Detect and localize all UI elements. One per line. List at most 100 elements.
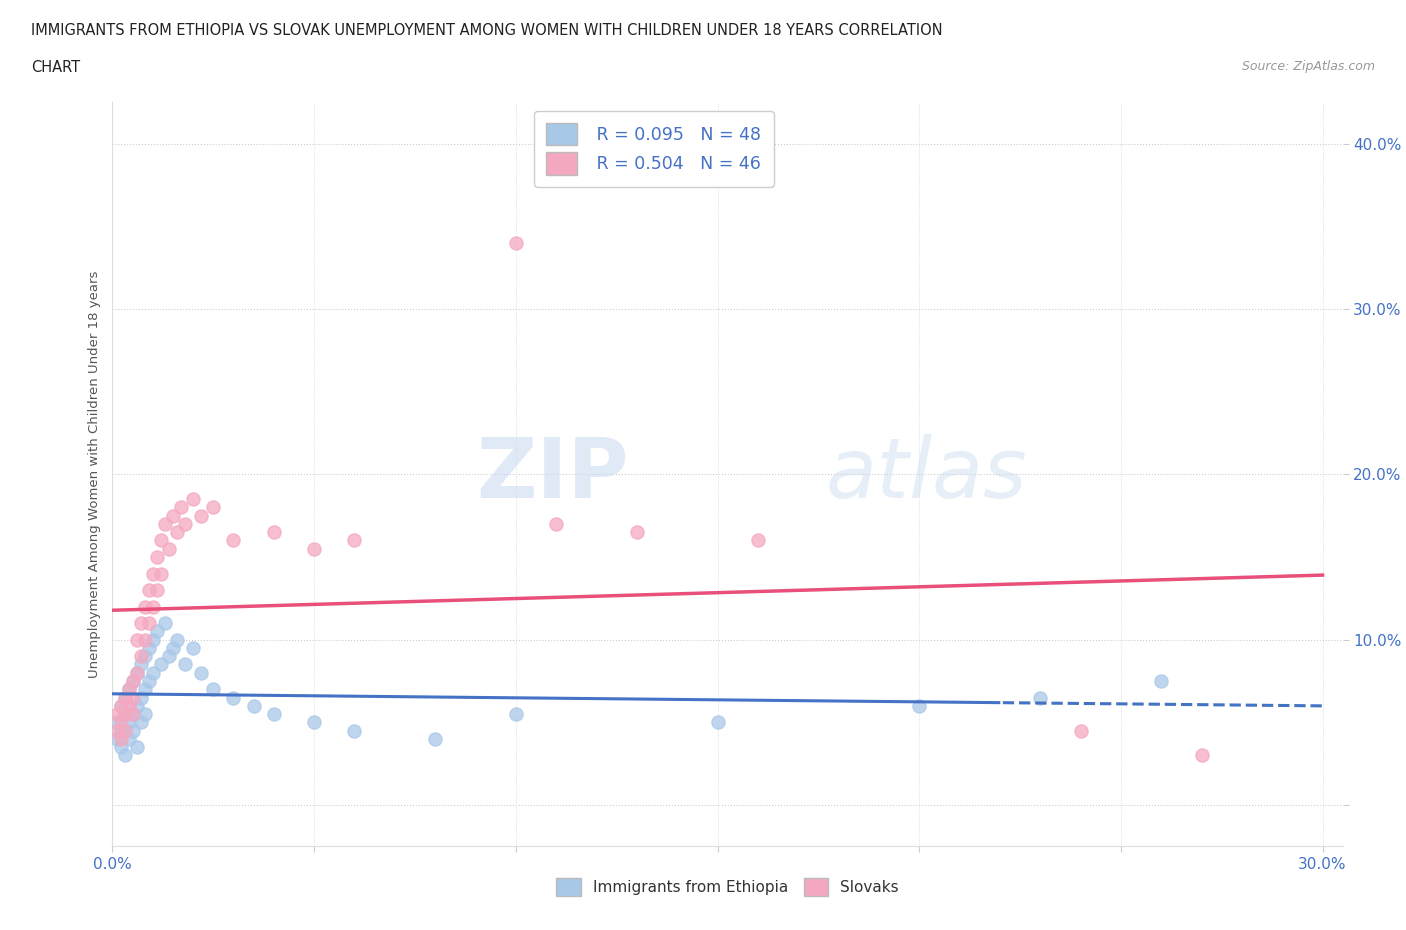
Point (105, 707, 128, 722)
Point (174, 657, 197, 671)
Point (129, 657, 152, 671)
Point (181, 492, 204, 507)
Point (1150, 673, 1173, 688)
Text: CHART: CHART (31, 60, 80, 75)
Point (125, 698, 148, 713)
Point (190, 508, 212, 523)
Point (174, 516, 197, 531)
Point (1029, 690, 1052, 705)
Point (170, 500, 193, 515)
Point (181, 641, 204, 656)
Point (117, 731, 139, 746)
Point (149, 566, 172, 581)
Point (121, 707, 143, 722)
Point (202, 500, 225, 515)
Point (114, 707, 136, 722)
Point (117, 682, 139, 697)
Point (134, 707, 156, 722)
Point (121, 707, 143, 722)
Point (263, 525, 285, 539)
Point (134, 632, 156, 647)
Point (121, 724, 143, 738)
Text: Source: ZipAtlas.com: Source: ZipAtlas.com (1241, 60, 1375, 73)
Point (908, 698, 931, 713)
Text: ZIP: ZIP (477, 433, 630, 515)
Point (626, 525, 648, 539)
Point (505, 235, 527, 250)
Point (153, 616, 176, 631)
Point (505, 707, 527, 722)
Point (142, 665, 165, 680)
Point (105, 715, 128, 730)
Point (114, 690, 136, 705)
Point (153, 516, 176, 531)
Point (1191, 748, 1213, 763)
Point (162, 508, 184, 523)
Point (125, 632, 148, 647)
Point (117, 715, 139, 730)
Point (142, 566, 165, 581)
Text: IMMIGRANTS FROM ETHIOPIA VS SLOVAK UNEMPLOYMENT AMONG WOMEN WITH CHILDREN UNDER : IMMIGRANTS FROM ETHIOPIA VS SLOVAK UNEMP… (31, 23, 942, 38)
Point (146, 624, 169, 639)
Point (110, 698, 132, 713)
Point (190, 665, 212, 680)
Point (110, 698, 132, 713)
Point (138, 673, 160, 688)
Point (138, 582, 160, 597)
Point (117, 698, 139, 713)
Point (222, 533, 245, 548)
Point (114, 690, 136, 705)
Point (138, 641, 160, 656)
Point (110, 724, 132, 738)
Point (121, 690, 143, 705)
Y-axis label: Unemployment Among Women with Children Under 18 years: Unemployment Among Women with Children U… (89, 271, 101, 678)
Point (125, 665, 148, 680)
Point (114, 748, 136, 763)
Legend: Immigrants from Ethiopia, Slovaks: Immigrants from Ethiopia, Slovaks (550, 872, 905, 902)
Point (302, 715, 325, 730)
Point (146, 550, 169, 565)
Point (242, 698, 264, 713)
Point (149, 657, 172, 671)
Point (222, 690, 245, 705)
Point (125, 739, 148, 754)
Point (121, 673, 143, 688)
Point (425, 731, 447, 746)
Point (166, 525, 188, 539)
Point (134, 649, 156, 664)
Point (343, 533, 366, 548)
Text: atlas: atlas (827, 433, 1028, 515)
Point (129, 616, 152, 631)
Point (166, 632, 188, 647)
Point (1070, 724, 1092, 738)
Point (149, 533, 172, 548)
Point (114, 724, 136, 738)
Point (302, 541, 325, 556)
Point (117, 682, 139, 697)
Point (747, 533, 769, 548)
Point (157, 541, 180, 556)
Point (146, 582, 169, 597)
Point (105, 724, 128, 738)
Point (162, 641, 184, 656)
Point (546, 516, 568, 531)
Point (129, 649, 152, 664)
Point (110, 739, 132, 754)
Point (121, 673, 143, 688)
Point (157, 649, 180, 664)
Point (142, 632, 165, 647)
Point (202, 682, 225, 697)
Point (343, 724, 366, 738)
Point (129, 715, 152, 730)
Point (129, 690, 152, 705)
Point (105, 731, 128, 746)
Point (706, 715, 728, 730)
Point (134, 599, 156, 614)
Point (125, 665, 148, 680)
Point (138, 616, 160, 631)
Point (110, 731, 132, 746)
Point (110, 715, 132, 730)
Point (114, 707, 136, 722)
Point (134, 682, 156, 697)
Point (263, 707, 285, 722)
